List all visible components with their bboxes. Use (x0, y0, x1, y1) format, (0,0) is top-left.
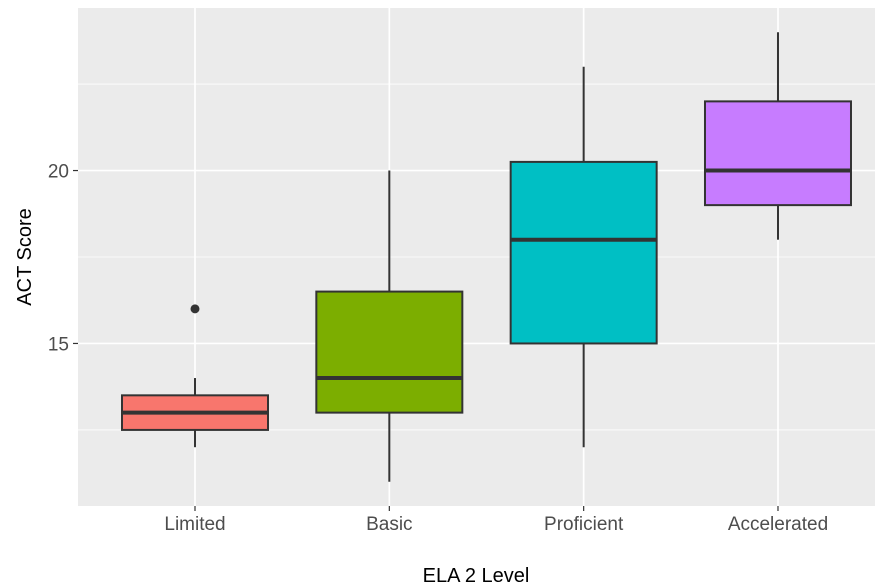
y-axis-title: ACT Score (14, 208, 36, 305)
y-tick-label: 15 (48, 334, 69, 355)
x-axis-title: ELA 2 Level (423, 565, 530, 585)
boxes-layer (121, 32, 852, 482)
x-tick-label: Accelerated (728, 514, 828, 535)
x-axis: Limited Basic Proficient Accelerated (164, 506, 828, 535)
iqr-box (509, 160, 658, 345)
y-tick-label: 20 (48, 162, 69, 183)
iqr-box (703, 100, 852, 207)
x-tick-label: Limited (164, 514, 225, 535)
box-basic (315, 170, 464, 482)
x-tick-label: Basic (366, 514, 412, 535)
box-proficient (509, 66, 658, 448)
box-limited (121, 304, 269, 448)
x-tick-label: Proficient (544, 514, 624, 535)
iqr-box (315, 290, 464, 414)
outlier-point (190, 304, 200, 314)
box-accelerated (703, 32, 852, 240)
